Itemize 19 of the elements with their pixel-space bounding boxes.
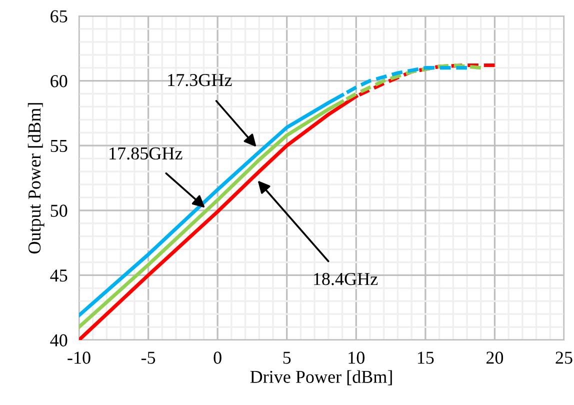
x-axis-title: Drive Power [dBm] <box>250 370 392 386</box>
annotation: 17.3GHz <box>168 74 232 86</box>
x-tick-label: -10 <box>68 352 90 364</box>
y-tick-label: 65 <box>50 10 68 22</box>
x-tick-label: -5 <box>141 352 156 364</box>
x-tick-label: 10 <box>348 352 364 364</box>
y-tick-label: 40 <box>50 334 68 346</box>
y-tick-label: 55 <box>50 140 68 152</box>
annotation: 18.4GHz <box>314 272 378 286</box>
x-tick-label: 20 <box>486 352 504 364</box>
x-tick-label: 0 <box>214 352 222 364</box>
x-tick-label: 15 <box>418 352 434 364</box>
x-tick-label: 25 <box>556 352 572 364</box>
y-tick-label: 45 <box>50 270 68 282</box>
y-axis-title: Output Power [dBm] <box>28 103 44 254</box>
annotation: 17.85GHz <box>110 147 182 160</box>
y-tick-label: 50 <box>50 204 68 217</box>
y-tick-label: 60 <box>50 75 68 88</box>
x-tick-label: 5 <box>283 352 291 364</box>
